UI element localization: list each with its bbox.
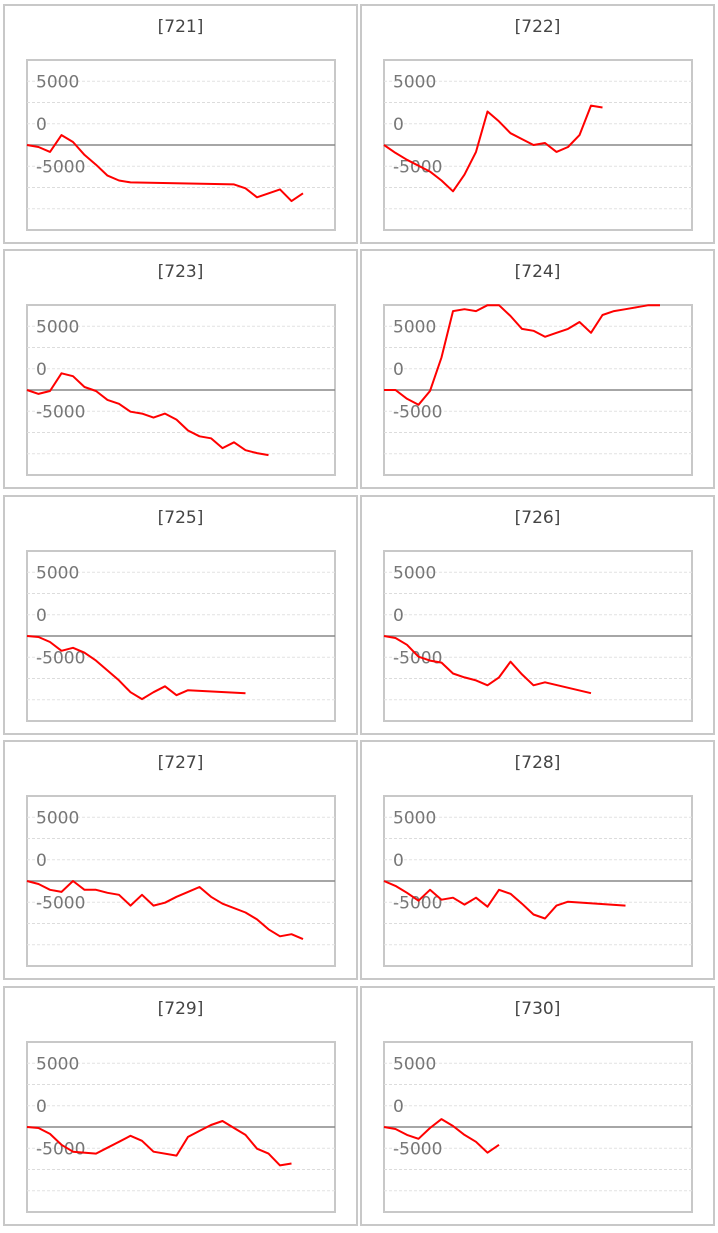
chart-title: [729] <box>158 999 204 1019</box>
y-tick-label: 5000 <box>36 73 79 93</box>
y-tick-label: 5000 <box>36 1055 79 1075</box>
chart-panel: [727] 5000 0 -5000 <box>3 740 358 980</box>
chart-panel: [728] 5000 0 -5000 <box>360 740 715 980</box>
y-tick-label: 0 <box>36 851 47 871</box>
data-line <box>26 134 304 203</box>
chart-panel: [721] 5000 0 -5000 <box>3 4 358 244</box>
y-tick-label: 5000 <box>36 318 79 338</box>
y-tick-label: -5000 <box>36 403 85 423</box>
chart-panel: [725] 5000 0 -5000 <box>3 495 358 735</box>
data-line <box>383 635 592 695</box>
chart-panel: [729] 5000 0 -5000 <box>3 986 358 1226</box>
y-tick-label: 5000 <box>36 564 79 584</box>
chart-panel: [723] 5000 0 -5000 <box>3 249 358 489</box>
y-tick-label: -5000 <box>36 158 85 178</box>
y-tick-label: 5000 <box>393 809 436 829</box>
y-tick-label: -5000 <box>36 1140 85 1160</box>
chart-title: [728] <box>515 753 561 773</box>
y-tick-label: 0 <box>393 360 404 380</box>
y-tick-label: 0 <box>393 1097 404 1117</box>
chart-title: [730] <box>515 999 561 1019</box>
chart-title: [726] <box>515 508 561 528</box>
y-tick-label: -5000 <box>36 894 85 914</box>
data-line <box>26 880 304 941</box>
y-tick-label: 5000 <box>393 318 436 338</box>
y-tick-label: 0 <box>36 360 47 380</box>
y-tick-label: -5000 <box>36 649 85 669</box>
chart-title: [724] <box>515 262 561 282</box>
chart-panel: [726] 5000 0 -5000 <box>360 495 715 735</box>
y-tick-label: 5000 <box>393 1055 436 1075</box>
y-tick-label: 5000 <box>36 809 79 829</box>
chart-title: [723] <box>158 262 204 282</box>
data-line <box>26 1120 292 1167</box>
y-tick-label: 0 <box>36 1097 47 1117</box>
chart-title: [721] <box>158 17 204 37</box>
data-line <box>383 1118 500 1154</box>
y-tick-label: -5000 <box>393 894 442 914</box>
y-tick-label: 5000 <box>393 73 436 93</box>
data-line <box>26 372 269 457</box>
y-tick-label: 0 <box>36 115 47 135</box>
y-tick-label: 0 <box>393 851 404 871</box>
data-line <box>383 104 603 193</box>
chart-title: [725] <box>158 508 204 528</box>
chart-title: [727] <box>158 753 204 773</box>
chart-title: [722] <box>515 17 561 37</box>
data-line <box>26 635 246 701</box>
y-tick-label: -5000 <box>393 649 442 669</box>
y-tick-label: 0 <box>393 115 404 135</box>
y-tick-label: 0 <box>393 606 404 626</box>
y-tick-label: 5000 <box>393 564 436 584</box>
chart-panel: [724] 5000 0 -5000 <box>360 249 715 489</box>
y-tick-label: -5000 <box>393 1140 442 1160</box>
y-tick-label: 0 <box>36 606 47 626</box>
data-line <box>384 304 660 406</box>
data-line <box>383 880 626 920</box>
chart-panel: [730] 5000 0 -5000 <box>360 986 715 1226</box>
y-tick-label: -5000 <box>393 403 442 423</box>
